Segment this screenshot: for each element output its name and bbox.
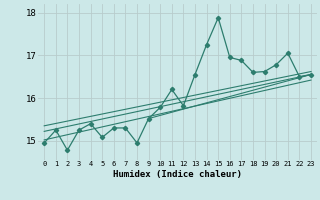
X-axis label: Humidex (Indice chaleur): Humidex (Indice chaleur) — [113, 170, 242, 179]
